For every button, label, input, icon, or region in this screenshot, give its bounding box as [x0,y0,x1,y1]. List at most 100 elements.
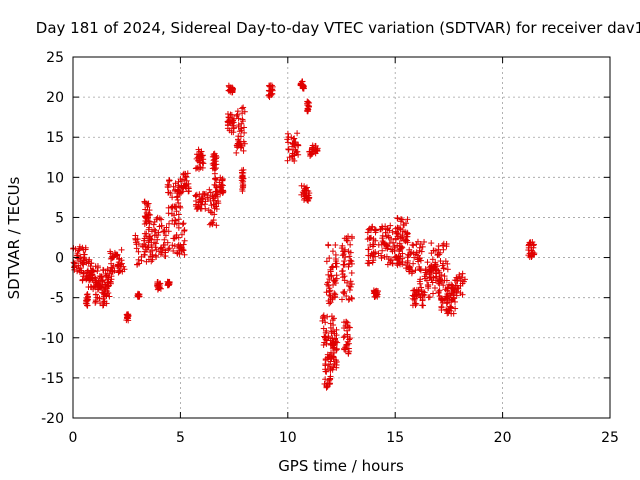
data-point [329,366,336,373]
data-point [241,140,248,147]
data-point [321,333,328,340]
data-point [72,246,79,253]
data-point [195,203,202,210]
data-point [154,236,161,243]
data-point [418,248,425,255]
data-point [234,111,241,118]
data-point [178,183,185,190]
data-point [161,236,168,243]
tick-labels: 0 5 10 15 20 25 -20 -15 -10 -5 0 5 10 15 20 25 [41,50,619,446]
data-point [85,273,92,280]
data-point [269,87,276,94]
data-point [141,241,148,248]
data-point [104,266,111,273]
data-point [174,249,181,256]
data-point [426,294,433,301]
data-point [103,272,110,279]
data-point [392,235,399,242]
data-point [239,172,246,179]
data-point [346,348,353,355]
data-point [160,242,167,249]
data-point [444,266,451,273]
data-point [160,228,167,235]
data-point [451,298,458,305]
data-point [394,262,401,269]
data-point [225,119,232,126]
data-point [348,281,355,288]
data-point [395,231,402,238]
data-point [185,185,192,192]
data-point [384,226,391,233]
data-point [346,287,353,294]
data-point [327,268,334,275]
data-point [103,285,110,292]
data-point [177,204,184,211]
data-point [384,225,391,232]
data-point [529,239,536,246]
data-point [92,298,99,305]
data-point [340,334,347,341]
axis-ticks [72,56,611,419]
data-point [401,237,408,244]
data-point [178,247,185,254]
data-point [178,178,185,185]
data-point [344,319,351,326]
data-point [289,150,296,157]
data-point [175,199,182,206]
data-point [225,87,232,94]
data-point [378,255,385,262]
data-point [114,261,121,268]
data-point [76,243,83,250]
data-point [439,262,446,269]
data-point [211,181,218,188]
data-point [341,319,348,326]
data-point [379,232,386,239]
data-point [326,292,333,299]
data-point [327,375,334,382]
data-point [389,229,396,236]
data-point [145,212,152,219]
data-point [333,364,340,371]
data-point [450,294,457,301]
data-point [339,271,346,278]
data-point [239,116,246,123]
data-point [410,260,417,267]
data-point [447,304,454,311]
data-point [404,231,411,238]
data-point [113,251,120,258]
data-point [165,228,172,235]
data-point [172,186,179,193]
data-point [206,221,213,228]
data-point [164,281,171,288]
data-point [164,239,171,246]
data-point [461,276,468,283]
data-point [385,232,392,239]
y-axis-label: SDTVAR / TECUs [5,176,23,299]
data-point [193,165,200,172]
y-tick-label: -20 [41,411,64,427]
data-point [172,217,179,224]
data-point [453,292,460,299]
data-point [89,275,96,282]
data-point [444,260,451,267]
data-point [166,245,173,252]
data-point [124,314,131,321]
data-point [219,189,226,196]
data-point [241,129,248,136]
data-point [322,360,329,367]
data-point [418,284,425,291]
x-tick-label: 25 [601,430,619,446]
data-point [192,192,199,199]
data-point [132,236,139,243]
data-point [178,231,185,238]
data-point [328,273,335,280]
data-point [201,201,208,208]
data-point [329,263,336,270]
data-point [284,130,291,137]
data-point [173,208,180,215]
data-point [162,253,169,260]
data-point [365,246,372,253]
data-point [410,250,417,257]
data-point [74,268,81,275]
data-point [324,279,331,286]
